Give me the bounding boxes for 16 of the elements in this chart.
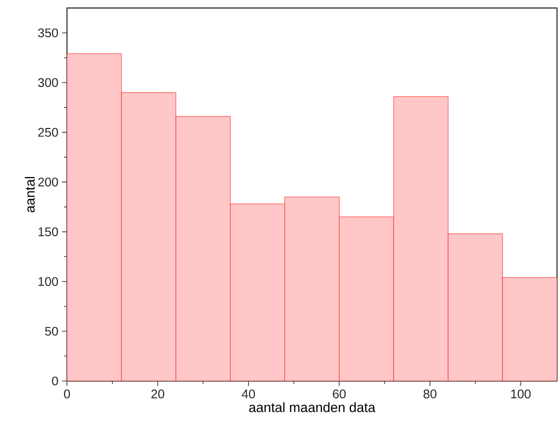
y-tick-label: 100	[38, 277, 58, 286]
x-tick-label: 0	[64, 390, 70, 398]
y-tick-label: 300	[38, 78, 58, 88]
y-tick-label: 0	[52, 376, 58, 386]
x-tick-label: 20	[151, 390, 164, 398]
y-axis-title: aantal	[24, 177, 35, 212]
x-tick-label: 60	[332, 390, 346, 398]
y-tick-label: 150	[38, 227, 58, 236]
y-tick-label: 50	[45, 326, 58, 336]
x-tick-label: 40	[242, 390, 255, 398]
x-axis-title: aantal maanden data	[249, 402, 376, 412]
y-tick-label: 200	[38, 178, 58, 186]
y-tick-label: 350	[38, 28, 58, 38]
y-tick-label: 250	[38, 128, 58, 137]
x-tick-label: 100	[511, 390, 531, 398]
x-tick-label: 80	[424, 390, 436, 398]
